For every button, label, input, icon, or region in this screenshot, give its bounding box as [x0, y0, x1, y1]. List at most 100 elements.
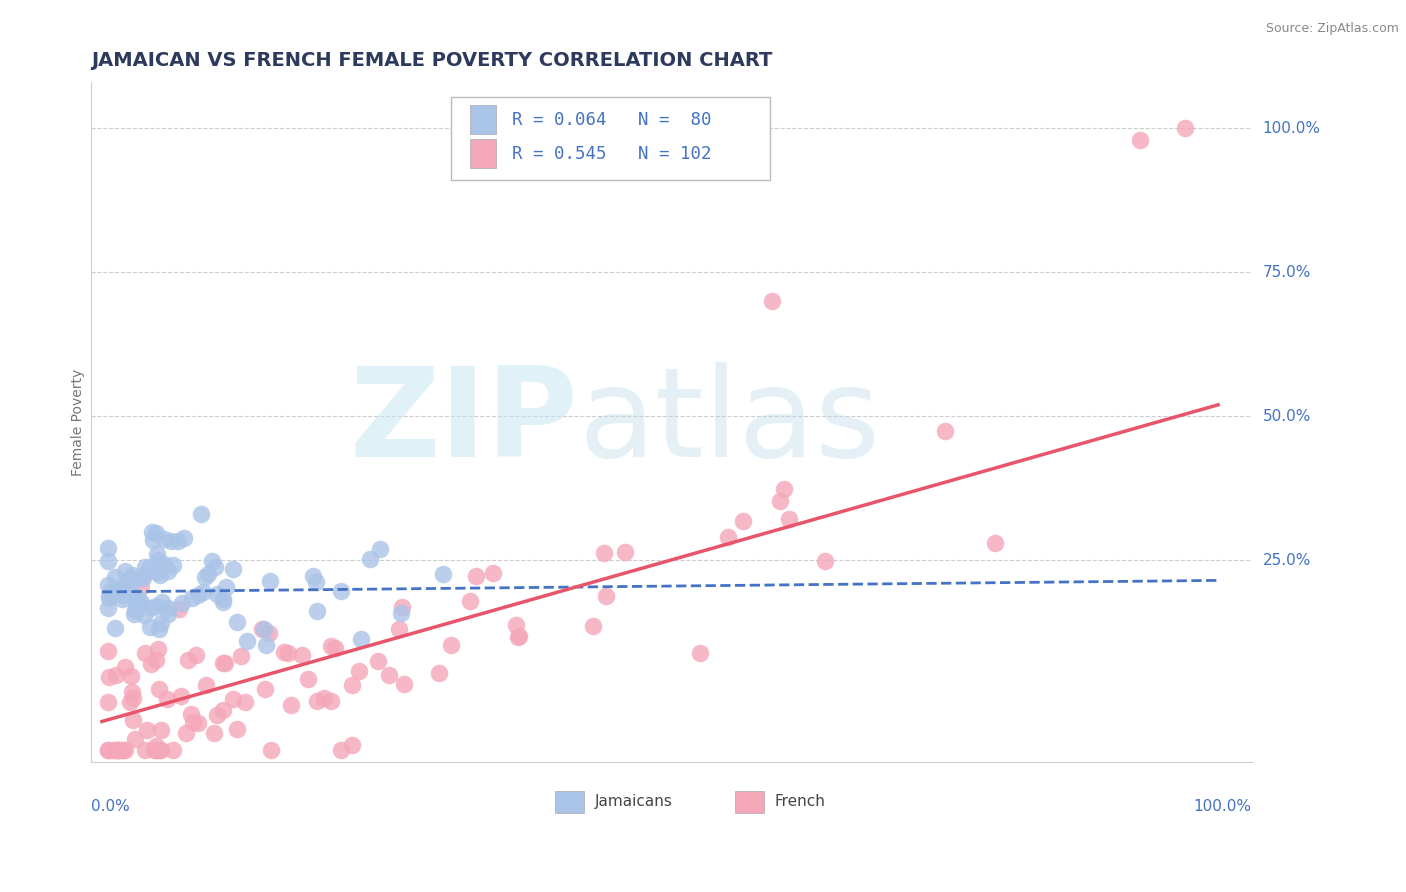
Point	[149, 723, 172, 738]
Text: R = 0.064   N =  80: R = 0.064 N = 80	[512, 111, 711, 128]
Text: French: French	[775, 795, 825, 809]
Point	[226, 615, 249, 629]
Point	[121, 567, 143, 582]
Point	[107, 743, 129, 757]
Point	[388, 622, 411, 636]
Point	[150, 595, 173, 609]
Point	[319, 639, 342, 653]
Point	[134, 560, 156, 574]
Point	[814, 554, 837, 568]
Point	[139, 560, 162, 574]
Point	[150, 743, 173, 757]
Text: 0.0%: 0.0%	[91, 799, 129, 814]
Point	[1129, 133, 1152, 147]
FancyBboxPatch shape	[451, 96, 770, 179]
Point	[716, 530, 738, 544]
Point	[148, 642, 170, 657]
Point	[124, 732, 146, 747]
Point	[122, 714, 145, 728]
Point	[150, 615, 173, 630]
Point	[134, 743, 156, 757]
Point	[148, 681, 170, 696]
Point	[193, 584, 215, 599]
Point	[153, 533, 176, 547]
Point	[145, 525, 167, 540]
Point	[160, 534, 183, 549]
Point	[226, 722, 249, 736]
Point	[392, 677, 415, 691]
Point	[222, 692, 245, 706]
Point	[180, 591, 202, 606]
Point	[427, 666, 450, 681]
Text: 25.0%: 25.0%	[1263, 553, 1310, 567]
Point	[98, 591, 121, 606]
Point	[120, 576, 142, 591]
Point	[367, 654, 389, 668]
Text: R = 0.545   N = 102: R = 0.545 N = 102	[512, 145, 711, 162]
Text: JAMAICAN VS FRENCH FEMALE POVERTY CORRELATION CHART: JAMAICAN VS FRENCH FEMALE POVERTY CORREL…	[91, 51, 772, 70]
Point	[122, 691, 145, 706]
Point	[215, 580, 238, 594]
Point	[465, 569, 488, 583]
Point	[174, 726, 197, 740]
Point	[259, 574, 281, 588]
Point	[167, 534, 190, 549]
Point	[305, 604, 328, 618]
Point	[96, 743, 118, 757]
Point	[96, 743, 118, 757]
Point	[114, 564, 136, 578]
Point	[156, 691, 179, 706]
Point	[205, 587, 228, 601]
Point	[108, 581, 131, 595]
Point	[111, 743, 134, 757]
Point	[260, 743, 283, 757]
Point	[1174, 121, 1197, 136]
Point	[148, 743, 170, 757]
Point	[114, 660, 136, 674]
Point	[277, 647, 299, 661]
Y-axis label: Female Poverty: Female Poverty	[72, 368, 86, 475]
Point	[145, 599, 167, 613]
Point	[170, 690, 193, 704]
Point	[162, 558, 184, 573]
Point	[157, 565, 180, 579]
Point	[184, 648, 207, 663]
Point	[582, 619, 605, 633]
Point	[145, 653, 167, 667]
Point	[148, 552, 170, 566]
FancyBboxPatch shape	[471, 105, 496, 134]
Point	[254, 639, 277, 653]
Point	[733, 514, 755, 528]
Point	[302, 569, 325, 583]
Point	[253, 623, 276, 637]
Point	[172, 596, 194, 610]
Point	[96, 541, 118, 555]
Point	[104, 743, 127, 757]
Point	[323, 640, 346, 655]
Point	[145, 743, 167, 757]
Point	[778, 511, 800, 525]
Point	[195, 678, 218, 692]
Point	[139, 601, 162, 615]
Point	[214, 657, 236, 671]
Point	[162, 743, 184, 757]
Point	[592, 546, 614, 560]
Point	[350, 632, 373, 646]
Point	[221, 562, 243, 576]
Point	[319, 694, 342, 708]
Point	[96, 578, 118, 592]
Point	[145, 739, 167, 754]
Text: atlas: atlas	[578, 361, 880, 483]
Point	[104, 621, 127, 635]
Point	[132, 571, 155, 585]
Point	[391, 600, 413, 615]
Point	[146, 565, 169, 579]
Point	[440, 638, 463, 652]
Point	[124, 592, 146, 607]
Point	[773, 482, 796, 496]
Point	[112, 588, 135, 602]
Point	[254, 681, 277, 696]
Point	[236, 633, 259, 648]
Point	[595, 589, 617, 603]
Point	[138, 619, 160, 633]
